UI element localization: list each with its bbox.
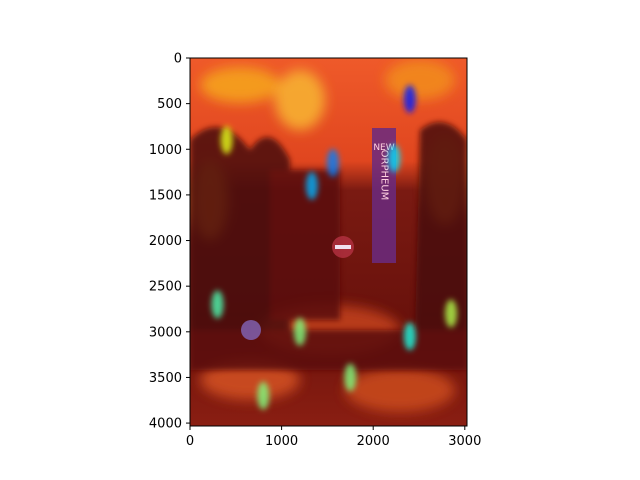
y-tick-label: 0: [174, 52, 182, 67]
sign-text-new: NEW: [373, 143, 394, 153]
y-tick-label: 2500: [149, 280, 182, 295]
x-tick-label: 0: [186, 434, 194, 449]
plot-frame: [189, 57, 468, 427]
hot-spot-2: [305, 171, 318, 200]
y-axis: 0 500 1000 1500 2000 2500 3000 3500 4000: [149, 52, 190, 432]
y-tick-label: 4000: [149, 417, 182, 432]
hot-spot-4: [211, 290, 224, 319]
y-tick-label: 500: [157, 97, 182, 112]
x-tick-label: 3000: [448, 434, 481, 449]
sign-text-orpheum: ORPHEUM: [379, 150, 390, 201]
hot-spot-10: [220, 126, 233, 155]
y-tick-label: 1500: [149, 188, 182, 203]
hot-spot-9: [344, 363, 357, 392]
hot-spot-0: [403, 85, 416, 114]
x-tick-label: 2000: [357, 434, 390, 449]
hot-spot-3: [388, 144, 401, 173]
hot-spot-5: [293, 317, 306, 346]
heatmap-image: NEW ORPHEUM: [190, 58, 467, 426]
x-axis: 0 1000 2000 3000: [186, 426, 481, 449]
hot-spot-7: [445, 299, 458, 328]
hot-spot-6: [403, 322, 416, 351]
y-tick-label: 3500: [149, 371, 182, 386]
y-tick-label: 2000: [149, 234, 182, 249]
y-tick-label: 3000: [149, 325, 182, 340]
hot-spot-8: [257, 381, 270, 410]
x-tick-label: 1000: [265, 434, 298, 449]
y-tick-label: 1000: [149, 143, 182, 158]
hot-spot-1: [326, 148, 339, 177]
